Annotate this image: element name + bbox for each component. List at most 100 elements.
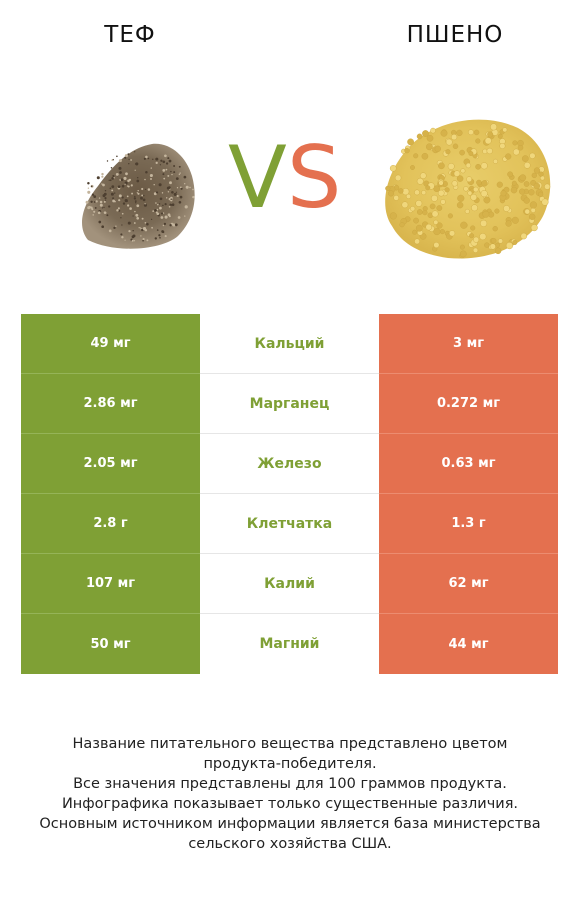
millet-grain: [497, 238, 504, 244]
millet-grain: [433, 228, 441, 236]
millet-grain: [413, 217, 419, 224]
teff-speck: [134, 151, 136, 153]
teff-speck: [179, 172, 181, 174]
teff-speck: [124, 154, 128, 158]
millet-grain: [505, 242, 514, 250]
teff-speck: [180, 187, 183, 190]
teff-speck: [136, 192, 138, 194]
teff-speck: [130, 184, 133, 187]
right-value-cell: 0.272 мг: [379, 374, 558, 434]
teff-speck: [162, 212, 165, 214]
teff-speck: [150, 218, 153, 221]
teff-speck: [115, 172, 119, 176]
millet-grain: [541, 198, 549, 206]
millet-grain: [431, 210, 439, 218]
teff-speck: [91, 193, 95, 196]
teff-speck: [164, 235, 167, 238]
teff-speck: [173, 171, 176, 174]
millet-grain: [495, 242, 500, 248]
teff-speck: [136, 216, 140, 220]
teff-speck: [162, 160, 166, 164]
teff-speck: [135, 213, 139, 217]
millet-grain: [471, 204, 478, 212]
teff-speck: [93, 210, 96, 213]
teff-speck: [121, 184, 125, 188]
millet-grain: [393, 195, 400, 201]
teff-speck: [130, 159, 132, 161]
millet-grain: [484, 242, 490, 248]
teff-speck: [120, 233, 123, 236]
millet-grain: [414, 189, 420, 196]
millet-grain: [490, 123, 498, 131]
teff-speck: [143, 194, 145, 197]
millet-grain: [487, 131, 494, 138]
teff-speck: [106, 214, 109, 217]
millet-grain: [460, 168, 466, 174]
table-row: 2.8 г Клетчатка 1.3 г: [21, 494, 558, 554]
teff-speck: [164, 203, 167, 206]
millet-grain: [438, 162, 445, 170]
teff-speck: [144, 222, 147, 224]
teff-speck: [161, 192, 164, 194]
teff-speck: [117, 207, 120, 210]
millet-grain: [437, 189, 445, 197]
millet-grain: [544, 183, 551, 190]
footer-line-6: сельского хозяйства США.: [188, 836, 392, 852]
millet-image: [385, 119, 551, 259]
comparison-table: 49 мг Кальций 3 мг 2.86 мг Марганец 0.272 мг 2…: [21, 314, 558, 674]
teff-speck: [140, 196, 143, 200]
millet-grain: [511, 180, 517, 186]
millet-grain: [481, 180, 488, 187]
millet-grain: [451, 134, 458, 141]
teff-speck: [137, 192, 140, 195]
teff-speck: [104, 197, 107, 200]
millet-grain: [480, 162, 488, 170]
millet-grain: [484, 137, 492, 145]
millet-grain: [473, 236, 480, 243]
teff-speck: [159, 206, 162, 210]
teff-speck: [98, 220, 102, 224]
millet-grain: [445, 138, 453, 146]
teff-speck: [124, 156, 127, 159]
teff-speck: [142, 239, 144, 242]
teff-speck: [122, 202, 126, 205]
teff-speck: [121, 212, 124, 215]
millet-grain: [389, 212, 397, 220]
teff-speck: [103, 206, 105, 209]
teff-speck: [88, 205, 91, 209]
teff-speck: [171, 173, 173, 176]
teff-speck: [123, 176, 127, 180]
footer-notes: Название питательного вещества представл…: [0, 734, 580, 854]
teff-speck: [121, 236, 124, 239]
teff-speck: [183, 175, 187, 179]
teff-speck: [171, 203, 175, 206]
teff-speck: [144, 203, 146, 205]
teff-speck: [116, 155, 118, 158]
millet-grain: [385, 185, 391, 191]
teff-speck: [156, 229, 159, 231]
teff-speck: [167, 213, 171, 217]
teff-speck: [128, 163, 130, 165]
teff-speck: [134, 210, 136, 213]
teff-speck: [160, 212, 164, 215]
teff-speck: [162, 173, 165, 176]
teff-speck: [118, 166, 122, 170]
teff-speck: [111, 159, 114, 161]
teff-speck: [104, 199, 107, 201]
millet-grain: [520, 232, 528, 240]
millet-grain: [494, 208, 500, 214]
teff-speck: [101, 207, 104, 209]
millet-grain: [429, 203, 436, 210]
millet-grain: [523, 181, 530, 187]
nutrient-name-cell: Калий: [200, 554, 379, 614]
millet-grain: [389, 165, 397, 172]
teff-speck: [158, 183, 162, 187]
millet-grain: [421, 152, 429, 160]
teff-speck: [192, 188, 194, 191]
teff-speck: [158, 234, 161, 237]
nutrient-name-cell: Кальций: [200, 314, 379, 374]
teff-speck: [146, 239, 149, 242]
teff-speck: [143, 157, 146, 160]
left-value-cell: 2.8 г: [21, 494, 200, 554]
millet-grain: [415, 224, 423, 232]
